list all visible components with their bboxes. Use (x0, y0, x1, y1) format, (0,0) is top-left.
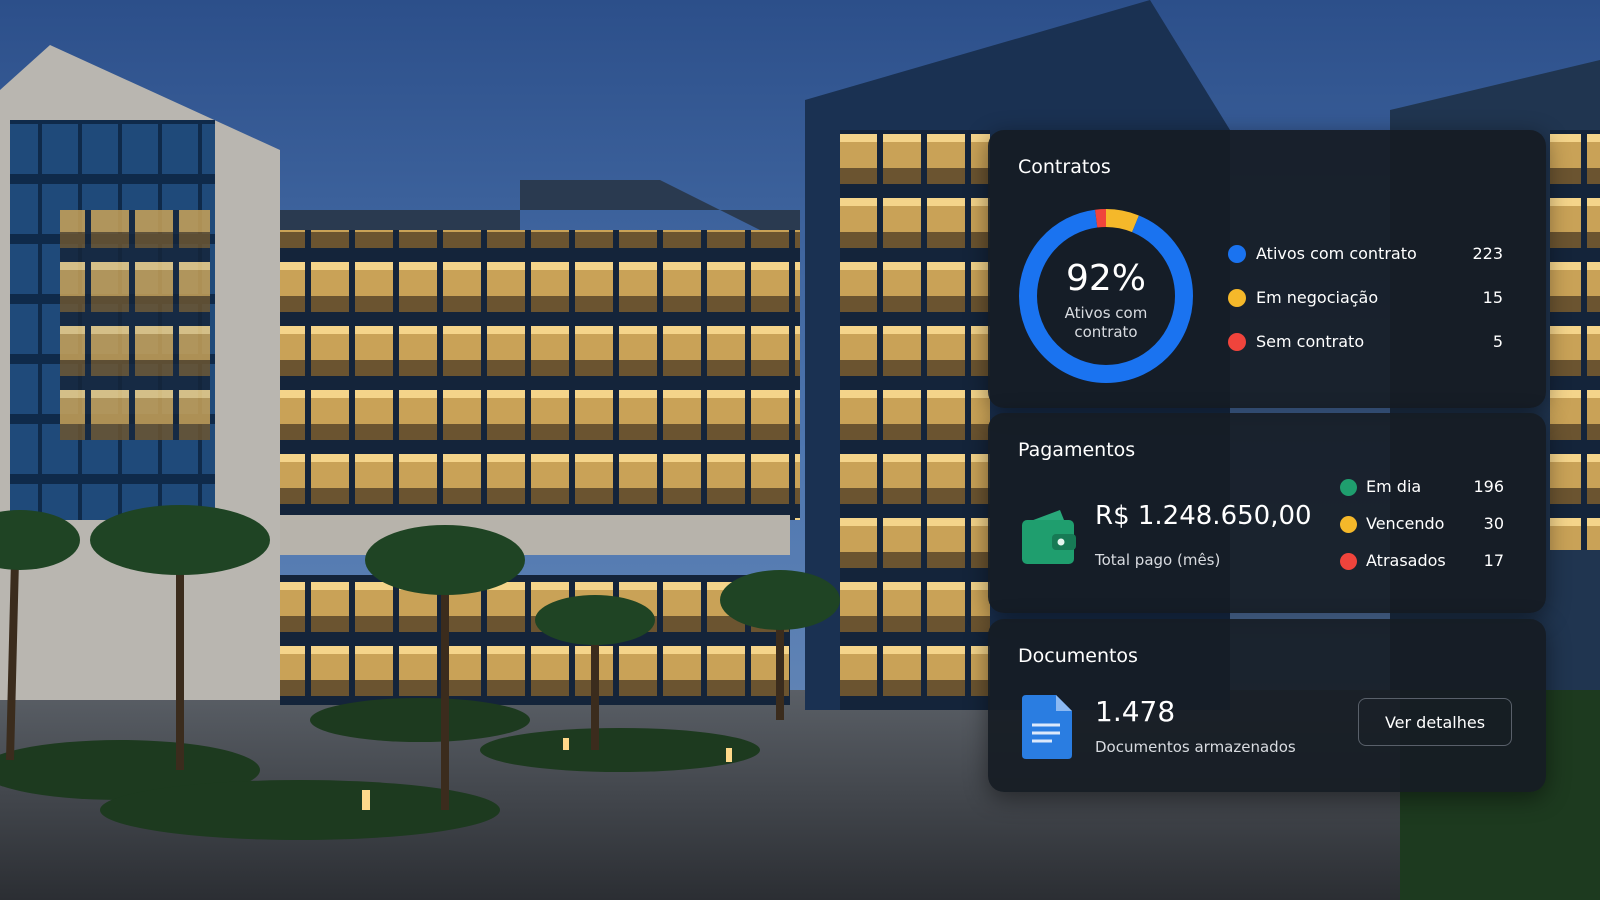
legend-label: Vencendo (1366, 514, 1445, 533)
legend-value: 17 (1483, 551, 1504, 570)
legend-value: 196 (1473, 477, 1504, 496)
legend-value: 5 (1492, 332, 1503, 351)
donut-label: Ativos com contrato (1064, 304, 1148, 341)
payments-card: Pagamentos R$ 1.248.650,00 Total pago (m… (988, 413, 1546, 613)
donut-segment (1019, 209, 1193, 383)
legend-dot (1228, 289, 1246, 307)
donut-chart (1019, 209, 1193, 383)
legend-dot (1340, 552, 1357, 570)
legend-label: Em negociação (1256, 288, 1379, 307)
payments-amount-label: Total pago (mês) (1095, 551, 1221, 569)
legend-label: Em dia (1366, 477, 1422, 496)
wallet-icon (1022, 510, 1076, 564)
contracts-card: Contratos 92% Ativos com contrato Ativos… (988, 130, 1546, 408)
legend-value: 223 (1472, 244, 1503, 263)
card-title: Contratos (1018, 156, 1111, 178)
legend-value: 30 (1483, 514, 1504, 533)
donut-percent: 92% (1065, 258, 1146, 299)
legend-dot (1340, 515, 1357, 533)
donut-segment (1019, 209, 1193, 383)
document-icon (1022, 695, 1072, 759)
legend-value: 15 (1482, 288, 1503, 307)
legend-dot (1228, 333, 1246, 351)
legend-label: Ativos com contrato (1256, 244, 1417, 263)
legend-dot (1340, 478, 1357, 496)
details-button[interactable]: Ver detalhes (1358, 698, 1512, 746)
legend-label: Sem contrato (1256, 332, 1365, 351)
documents-count-label: Documentos armazenados (1095, 738, 1296, 756)
legend-label: Atrasados (1366, 551, 1446, 570)
documents-card: Documentos 1.478 Documentos armazenados … (988, 619, 1546, 792)
payments-amount: R$ 1.248.650,00 (1095, 501, 1312, 531)
documents-count: 1.478 (1095, 695, 1176, 728)
card-title: Pagamentos (1018, 439, 1136, 461)
card-title: Documentos (1018, 645, 1138, 667)
legend-dot (1228, 245, 1246, 263)
